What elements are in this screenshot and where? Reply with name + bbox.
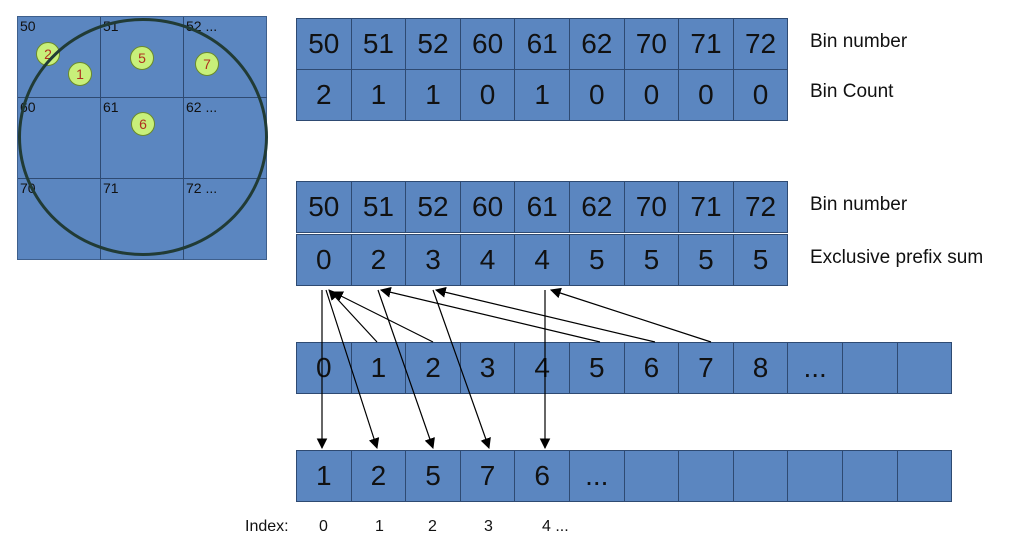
index-row: 0 1 2 3 4 5 6 7 8 ... bbox=[296, 342, 953, 394]
index-cell: ... bbox=[787, 342, 843, 394]
index-cell bbox=[896, 342, 953, 394]
bin-count-cell: 0 bbox=[568, 69, 625, 121]
bin-number-cell: 70 bbox=[623, 18, 680, 70]
bin-number-cell: 71 bbox=[678, 181, 734, 233]
sorted-cell bbox=[787, 450, 843, 502]
prefix-sum-cell: 3 bbox=[405, 234, 461, 286]
bin-number-row-2: 50 51 52 60 61 62 70 71 72 bbox=[296, 181, 789, 233]
index-cell: 2 bbox=[405, 342, 461, 394]
prefix-sum-cell: 4 bbox=[514, 234, 570, 286]
bin-count-cell: 1 bbox=[405, 69, 461, 121]
index-axis-value: 1 bbox=[375, 518, 384, 535]
index-cell: 5 bbox=[568, 342, 625, 394]
index-axis-value: 3 bbox=[484, 518, 493, 535]
prefix-sum-row: 0 2 3 4 4 5 5 5 5 bbox=[296, 234, 789, 286]
bin-number-cell: 72 bbox=[732, 18, 789, 70]
index-axis-value: 0 bbox=[319, 518, 328, 535]
bin-count-label: Bin Count bbox=[810, 81, 894, 102]
sorted-cell: 5 bbox=[405, 450, 461, 502]
bin-number-cell: 61 bbox=[514, 18, 570, 70]
arrow-down bbox=[325, 289, 380, 450]
sorted-cell bbox=[732, 450, 789, 502]
arrow-down bbox=[377, 289, 435, 450]
sorted-cell: ... bbox=[568, 450, 625, 502]
bin-count-cell: 0 bbox=[623, 69, 680, 121]
bin-number-cell: 62 bbox=[568, 181, 625, 233]
arrow-up bbox=[549, 287, 712, 343]
index-axis-value: 4 ... bbox=[542, 518, 569, 535]
bin-count-cell: 1 bbox=[514, 69, 570, 121]
arrow-up bbox=[332, 291, 434, 343]
bin-count-cell: 0 bbox=[732, 69, 789, 121]
bin-number-label: Bin number bbox=[810, 31, 908, 52]
bin-count-row: 2 1 1 0 1 0 0 0 0 bbox=[296, 69, 789, 121]
sorted-cell bbox=[896, 450, 953, 502]
sorted-cell: 7 bbox=[459, 450, 516, 502]
index-cell bbox=[841, 342, 898, 394]
prefix-sum-label: Exclusive prefix sum bbox=[810, 247, 984, 268]
arrow-down bbox=[432, 289, 491, 450]
index-cell: 6 bbox=[623, 342, 680, 394]
prefix-sum-cell: 5 bbox=[678, 234, 734, 286]
bin-number-cell: 52 bbox=[405, 181, 461, 233]
bin-number-cell: 60 bbox=[459, 18, 516, 70]
bin-number-cell: 51 bbox=[350, 18, 407, 70]
bin-count-cell: 2 bbox=[296, 69, 352, 121]
index-axis-value: 2 bbox=[428, 518, 437, 535]
search-radius-circle bbox=[18, 18, 268, 256]
bin-count-cell: 0 bbox=[459, 69, 516, 121]
index-cell: 7 bbox=[678, 342, 734, 394]
sorted-particle-row: 1 2 5 7 6 ... bbox=[296, 450, 953, 502]
grid-cell-label: 50 bbox=[20, 18, 36, 34]
index-cell: 0 bbox=[296, 342, 352, 394]
index-cell: 3 bbox=[459, 342, 516, 394]
bin-number-label: Bin number bbox=[810, 194, 908, 215]
bin-number-cell: 50 bbox=[296, 18, 352, 70]
sorted-cell bbox=[841, 450, 898, 502]
sorted-cell: 2 bbox=[350, 450, 407, 502]
bin-number-cell: 61 bbox=[514, 181, 570, 233]
arrow-up bbox=[328, 289, 378, 343]
arrow-up bbox=[379, 286, 601, 343]
bin-number-cell: 50 bbox=[296, 181, 352, 233]
index-axis-label: Index: bbox=[245, 518, 289, 535]
prefix-sum-cell: 5 bbox=[568, 234, 625, 286]
bin-number-cell: 70 bbox=[623, 181, 680, 233]
prefix-sum-cell: 4 bbox=[459, 234, 516, 286]
bin-number-cell: 72 bbox=[732, 181, 789, 233]
bin-count-cell: 0 bbox=[678, 69, 734, 121]
bin-number-cell: 62 bbox=[568, 18, 625, 70]
prefix-sum-cell: 5 bbox=[732, 234, 789, 286]
bin-number-cell: 52 bbox=[405, 18, 461, 70]
